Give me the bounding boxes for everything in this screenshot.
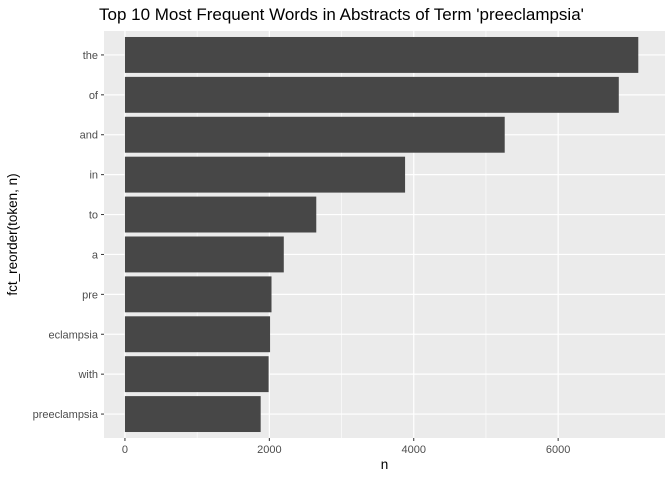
x-tick-label: 6000 — [546, 444, 570, 456]
y-tick-label: a — [92, 249, 99, 261]
bar-eclampsia — [124, 316, 271, 353]
bar-with — [124, 356, 269, 393]
y-tick-label: eclampsia — [48, 329, 98, 341]
y-tick-label: the — [83, 50, 98, 62]
y-tick-label: and — [80, 130, 98, 142]
x-tick-label: 4000 — [401, 444, 425, 456]
y-axis-title: fct_reorder(token, n) — [5, 173, 20, 295]
bar-in — [124, 156, 406, 193]
y-tick-label: pre — [82, 289, 98, 301]
y-axis: theofandintoapreeclampsiawithpreeclampsi… — [33, 50, 104, 421]
y-tick-label: preeclampsia — [33, 409, 99, 421]
x-axis-title: n — [381, 457, 389, 472]
chart-title: Top 10 Most Frequent Words in Abstracts … — [99, 5, 584, 24]
x-tick-label: 0 — [122, 444, 128, 456]
bar-to — [124, 196, 317, 233]
y-tick-label: in — [89, 170, 98, 182]
y-tick-label: with — [77, 369, 98, 381]
y-tick-label: of — [89, 90, 99, 102]
bar-preeclampsia — [124, 396, 261, 433]
bar-and — [124, 116, 505, 153]
bar-of — [124, 76, 619, 113]
x-axis: 0 2000 4000 6000 — [122, 438, 570, 456]
y-tick-label: to — [89, 210, 98, 222]
bar-a — [124, 236, 284, 273]
x-tick-label: 2000 — [257, 444, 281, 456]
bar-pre — [124, 276, 272, 313]
bar-the — [124, 36, 639, 73]
bars — [124, 36, 639, 433]
